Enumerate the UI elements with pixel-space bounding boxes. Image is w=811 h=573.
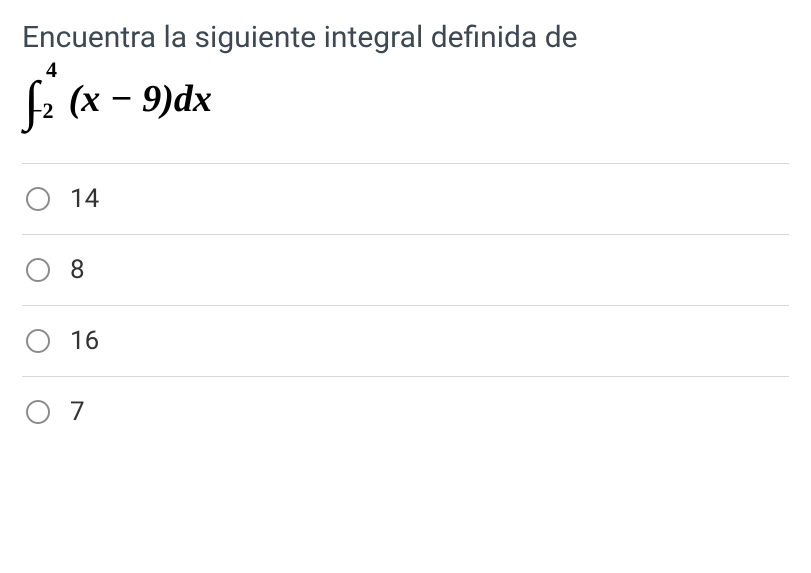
option-3[interactable]: 7 bbox=[22, 376, 789, 447]
upper-limit: 4 bbox=[46, 59, 57, 81]
option-label: 8 bbox=[70, 255, 85, 285]
option-2[interactable]: 16 bbox=[22, 305, 789, 376]
option-1[interactable]: 8 bbox=[22, 234, 789, 305]
radio-icon bbox=[26, 187, 50, 211]
radio-icon bbox=[26, 400, 50, 424]
radio-icon bbox=[26, 329, 50, 353]
question-prompt: Encuentra la siguiente integral definida… bbox=[22, 18, 789, 57]
question-formula: ∫ 4 −2 (x − 9)dx bbox=[24, 65, 789, 123]
radio-icon bbox=[26, 258, 50, 282]
lower-limit: −2 bbox=[30, 100, 54, 122]
option-label: 14 bbox=[70, 184, 99, 214]
question-block: Encuentra la siguiente integral definida… bbox=[22, 18, 789, 123]
option-label: 7 bbox=[70, 397, 85, 427]
options-list: 14 8 16 7 bbox=[22, 163, 789, 447]
option-label: 16 bbox=[70, 326, 99, 356]
integrand-expression: (x − 9)dx bbox=[69, 78, 212, 120]
option-0[interactable]: 14 bbox=[22, 163, 789, 234]
